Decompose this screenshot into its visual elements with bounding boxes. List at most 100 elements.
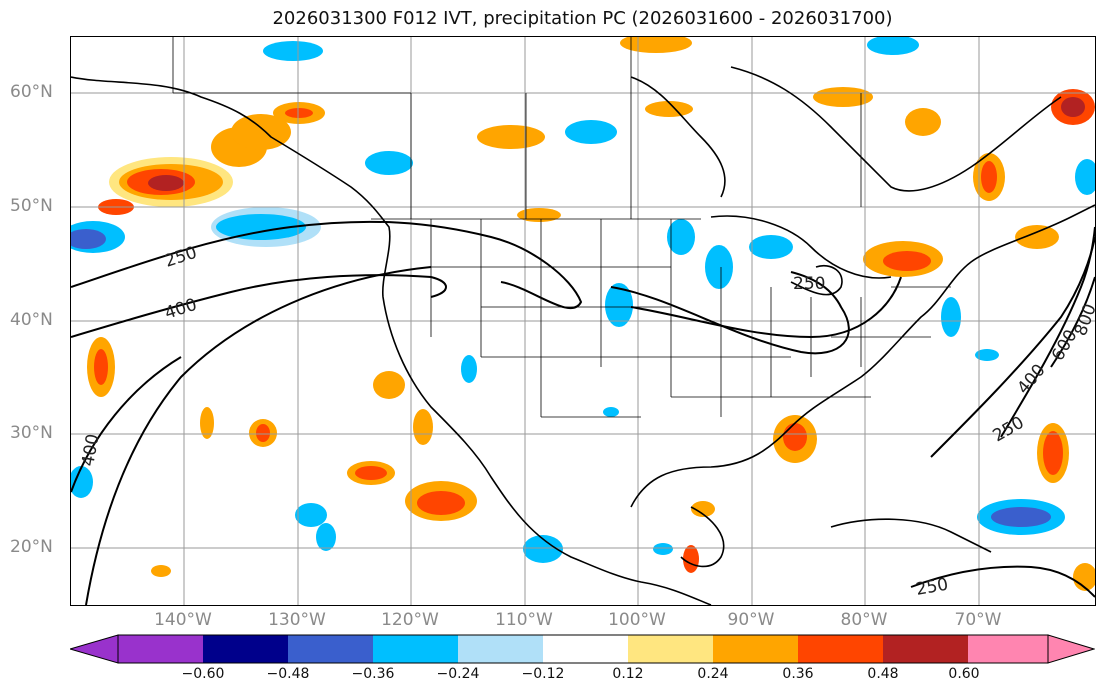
colorbar-tick: 0.60	[948, 666, 980, 682]
pos-blob	[1043, 431, 1063, 475]
pos-blob	[517, 208, 561, 222]
lat-label-20n: 20°N	[10, 537, 53, 557]
colorbar-extend-low	[70, 634, 119, 664]
pos-blob	[94, 349, 108, 385]
colorbar-bin	[883, 635, 968, 663]
map-canvas: 250 400 250 400 600 800 250 250 400	[71, 37, 1095, 605]
pos-blob	[413, 409, 433, 445]
colorbar-bin	[288, 635, 373, 663]
lon-label-80w: 80°W	[840, 610, 888, 630]
lat-label-30n: 30°N	[10, 423, 53, 443]
ivt-contour-400-west	[71, 274, 447, 338]
graticule	[71, 37, 1095, 605]
lon-label-90w: 90°W	[727, 610, 775, 630]
neg-blob	[263, 41, 323, 61]
lon-label-140w: 140°W	[154, 610, 212, 630]
pos-blob	[683, 545, 699, 573]
colorbar-bin	[628, 635, 713, 663]
pos-blob	[256, 424, 270, 442]
contour-labels: 250 400 250 400 600 800 250 250 400	[78, 243, 1095, 600]
ivt-contour-east-400	[1000, 226, 1095, 438]
neg-blob	[71, 229, 106, 249]
colorbar-bin	[713, 635, 798, 663]
ivt-contour-south-250	[910, 565, 1095, 598]
neg-blob	[461, 355, 477, 383]
lat-label-40n: 40°N	[10, 310, 53, 330]
colorbar-bin	[543, 635, 628, 663]
neg-blob	[749, 235, 793, 259]
pos-blob	[151, 565, 171, 577]
contour-label-250: 250	[793, 274, 825, 294]
ivt-contour-400-outer	[85, 266, 432, 605]
pos-blob	[355, 466, 387, 480]
contour-label-250: 250	[990, 413, 1028, 447]
neg-blob	[523, 535, 563, 563]
neg-blob	[71, 466, 93, 498]
neg-blob	[1075, 159, 1095, 195]
neg-blob	[653, 543, 673, 555]
pos-blob	[783, 423, 807, 451]
colorbar-tick: 0.12	[612, 666, 644, 682]
neg-blob	[216, 214, 306, 240]
colorbar-tick: 0.48	[867, 666, 899, 682]
colorbar-tick: −0.60	[181, 666, 225, 682]
pos-blob	[645, 101, 693, 117]
coastlines	[71, 66, 1095, 605]
ivt-contour-600-west	[71, 356, 182, 493]
ivt-contour-mid	[630, 276, 902, 339]
lon-label-110w: 110°W	[495, 610, 553, 630]
pos-blob	[691, 501, 715, 517]
colorbar-tick: −0.12	[521, 666, 565, 682]
pos-blob	[1015, 225, 1059, 249]
pos-blob	[148, 175, 184, 191]
neg-blob	[565, 120, 617, 144]
neg-blob	[603, 407, 619, 417]
pos-blob	[1061, 97, 1085, 117]
pos-blob	[200, 407, 214, 439]
pos-blob	[417, 491, 465, 515]
neg-blob	[867, 37, 919, 55]
lon-label-100w: 100°W	[608, 610, 666, 630]
precip-shading	[71, 37, 1095, 591]
lon-label-130w: 130°W	[268, 610, 326, 630]
colorbar-tick: 0.24	[697, 666, 729, 682]
pos-blob	[905, 108, 941, 136]
pos-blob	[813, 87, 873, 107]
pos-blob	[981, 161, 997, 193]
colorbar-extend-high	[1047, 634, 1095, 664]
colorbar-tick: −0.36	[351, 666, 395, 682]
pos-blob	[285, 108, 313, 118]
colorbar-bin	[203, 635, 288, 663]
pos-blob	[883, 251, 931, 271]
colorbar-tick: 0.36	[782, 666, 814, 682]
colorbar-bin	[798, 635, 883, 663]
ivt-contour-east-600	[1050, 276, 1095, 368]
neg-blob	[941, 297, 961, 337]
colorbar-bin	[458, 635, 543, 663]
neg-blob	[365, 151, 413, 175]
pos-blob	[477, 125, 545, 149]
colorbar-bin	[968, 635, 1048, 663]
colorbar	[70, 634, 1095, 664]
lat-label-60n: 60°N	[10, 82, 53, 102]
neg-blob	[295, 503, 327, 527]
colorbar-tick: −0.24	[436, 666, 480, 682]
lat-label-50n: 50°N	[10, 196, 53, 216]
contour-label-250: 250	[914, 575, 949, 600]
neg-blob	[705, 245, 733, 289]
ivt-contour-250-west	[71, 220, 583, 309]
lon-label-120w: 120°W	[381, 610, 439, 630]
neg-blob	[975, 349, 999, 361]
colorbar-tick: −0.48	[266, 666, 310, 682]
ivt-contour-250-central	[610, 271, 850, 355]
neg-blob	[667, 219, 695, 255]
pos-blob	[231, 114, 291, 150]
lon-label-70w: 70°W	[954, 610, 1002, 630]
colorbar-bin	[373, 635, 458, 663]
map-panel: 250 400 250 400 600 800 250 250 400	[70, 36, 1096, 606]
pos-blob	[373, 371, 405, 399]
contour-label-400: 400	[78, 432, 103, 467]
map-title: 2026031300 F012 IVT, precipitation PC (2…	[272, 8, 893, 29]
contour-label-400: 400	[162, 295, 199, 324]
colorbar-bin	[118, 635, 203, 663]
